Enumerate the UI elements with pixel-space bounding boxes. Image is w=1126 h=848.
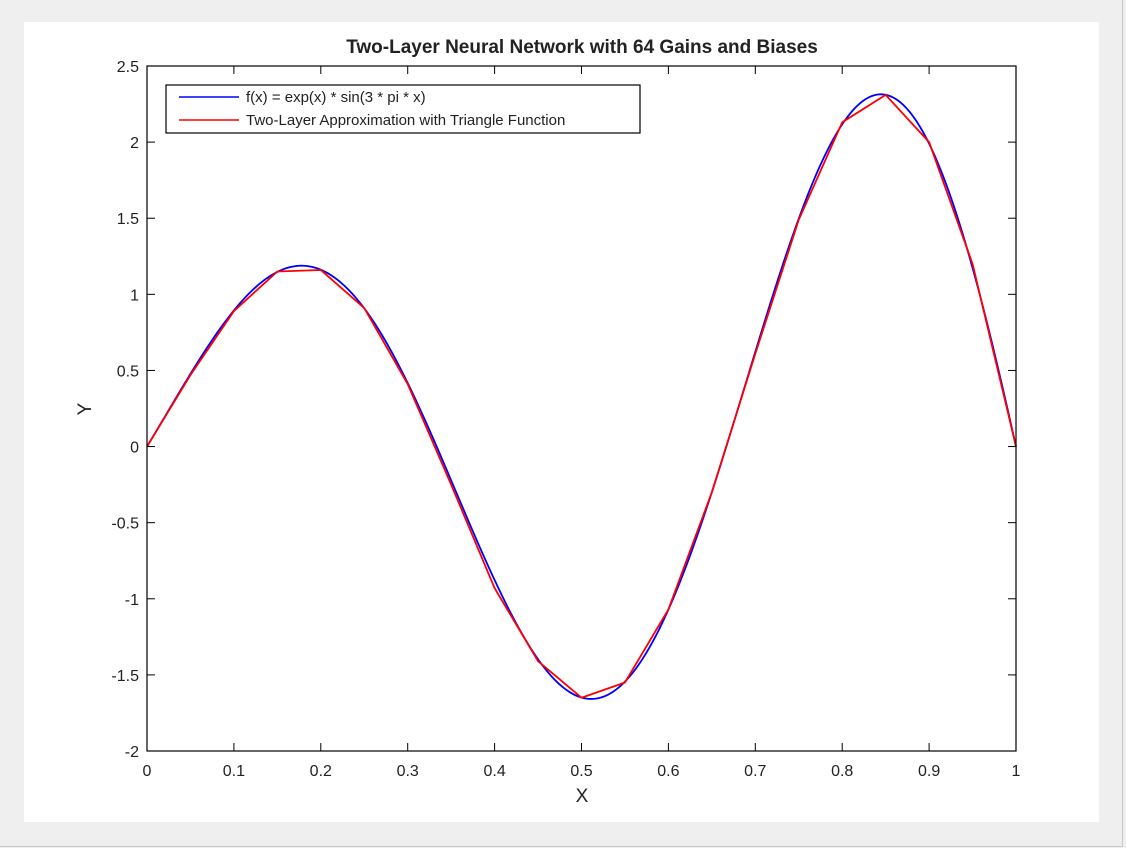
tick-labels: 0 0.1 0.2 0.3 0.4 0.5 0.6 0.7 0.8 0.9 1 2.5 2 1.5 1 0.5… <box>111 59 1020 780</box>
x-tick-label: 0 <box>143 763 152 780</box>
x-tick-label: 0.7 <box>744 763 766 780</box>
line-chart: Two-Layer Neural Network with 64 Gains a… <box>75 37 1021 807</box>
y-axis-title: Y <box>75 402 96 415</box>
y-tick-label: 0 <box>130 440 139 457</box>
x-tick-label: 0.5 <box>570 763 592 780</box>
y-tick-label: -0.5 <box>111 516 139 533</box>
y-tick-label: 0.5 <box>117 363 139 380</box>
legend-box <box>165 84 641 134</box>
legend-label-approximation: Two-Layer Approximation with Triangle Fu… <box>246 112 565 129</box>
axes <box>146 65 1017 752</box>
x-tick-label: 0.4 <box>483 763 505 780</box>
legend-label-function: f(x) = exp(x) * sin(3 * pi * x) <box>246 89 426 106</box>
x-tick-label: 0.6 <box>657 763 679 780</box>
series-line-1 <box>146 94 1017 699</box>
y-tick-label: -1 <box>125 592 139 609</box>
y-tick-label: -1.5 <box>111 668 139 685</box>
plot-area <box>147 66 1016 751</box>
legend: f(x) = exp(x) * sin(3 * pi * x) Two-Laye… <box>165 84 641 134</box>
x-tick-label: 0.3 <box>397 763 419 780</box>
x-tick-label: 0.8 <box>831 763 853 780</box>
y-tick-label: -2 <box>125 744 139 761</box>
y-tick-label: 2.5 <box>117 59 139 76</box>
chart-title: Two-Layer Neural Network with 64 Gains a… <box>346 37 818 58</box>
x-tick-label: 1 <box>1012 763 1021 780</box>
figure-canvas: Two-Layer Neural Network with 64 Gains a… <box>24 22 1099 822</box>
x-axis-title: X <box>576 786 589 807</box>
y-tick-label: 2 <box>130 135 139 152</box>
series-layer <box>146 93 1017 700</box>
x-tick-label: 0.1 <box>223 763 245 780</box>
x-tick-label: 0.9 <box>918 763 940 780</box>
y-tick-label: 1 <box>130 287 139 304</box>
y-tick-label: 1.5 <box>117 211 139 228</box>
plot-background <box>147 66 1016 751</box>
x-tick-label: 0.2 <box>310 763 332 780</box>
